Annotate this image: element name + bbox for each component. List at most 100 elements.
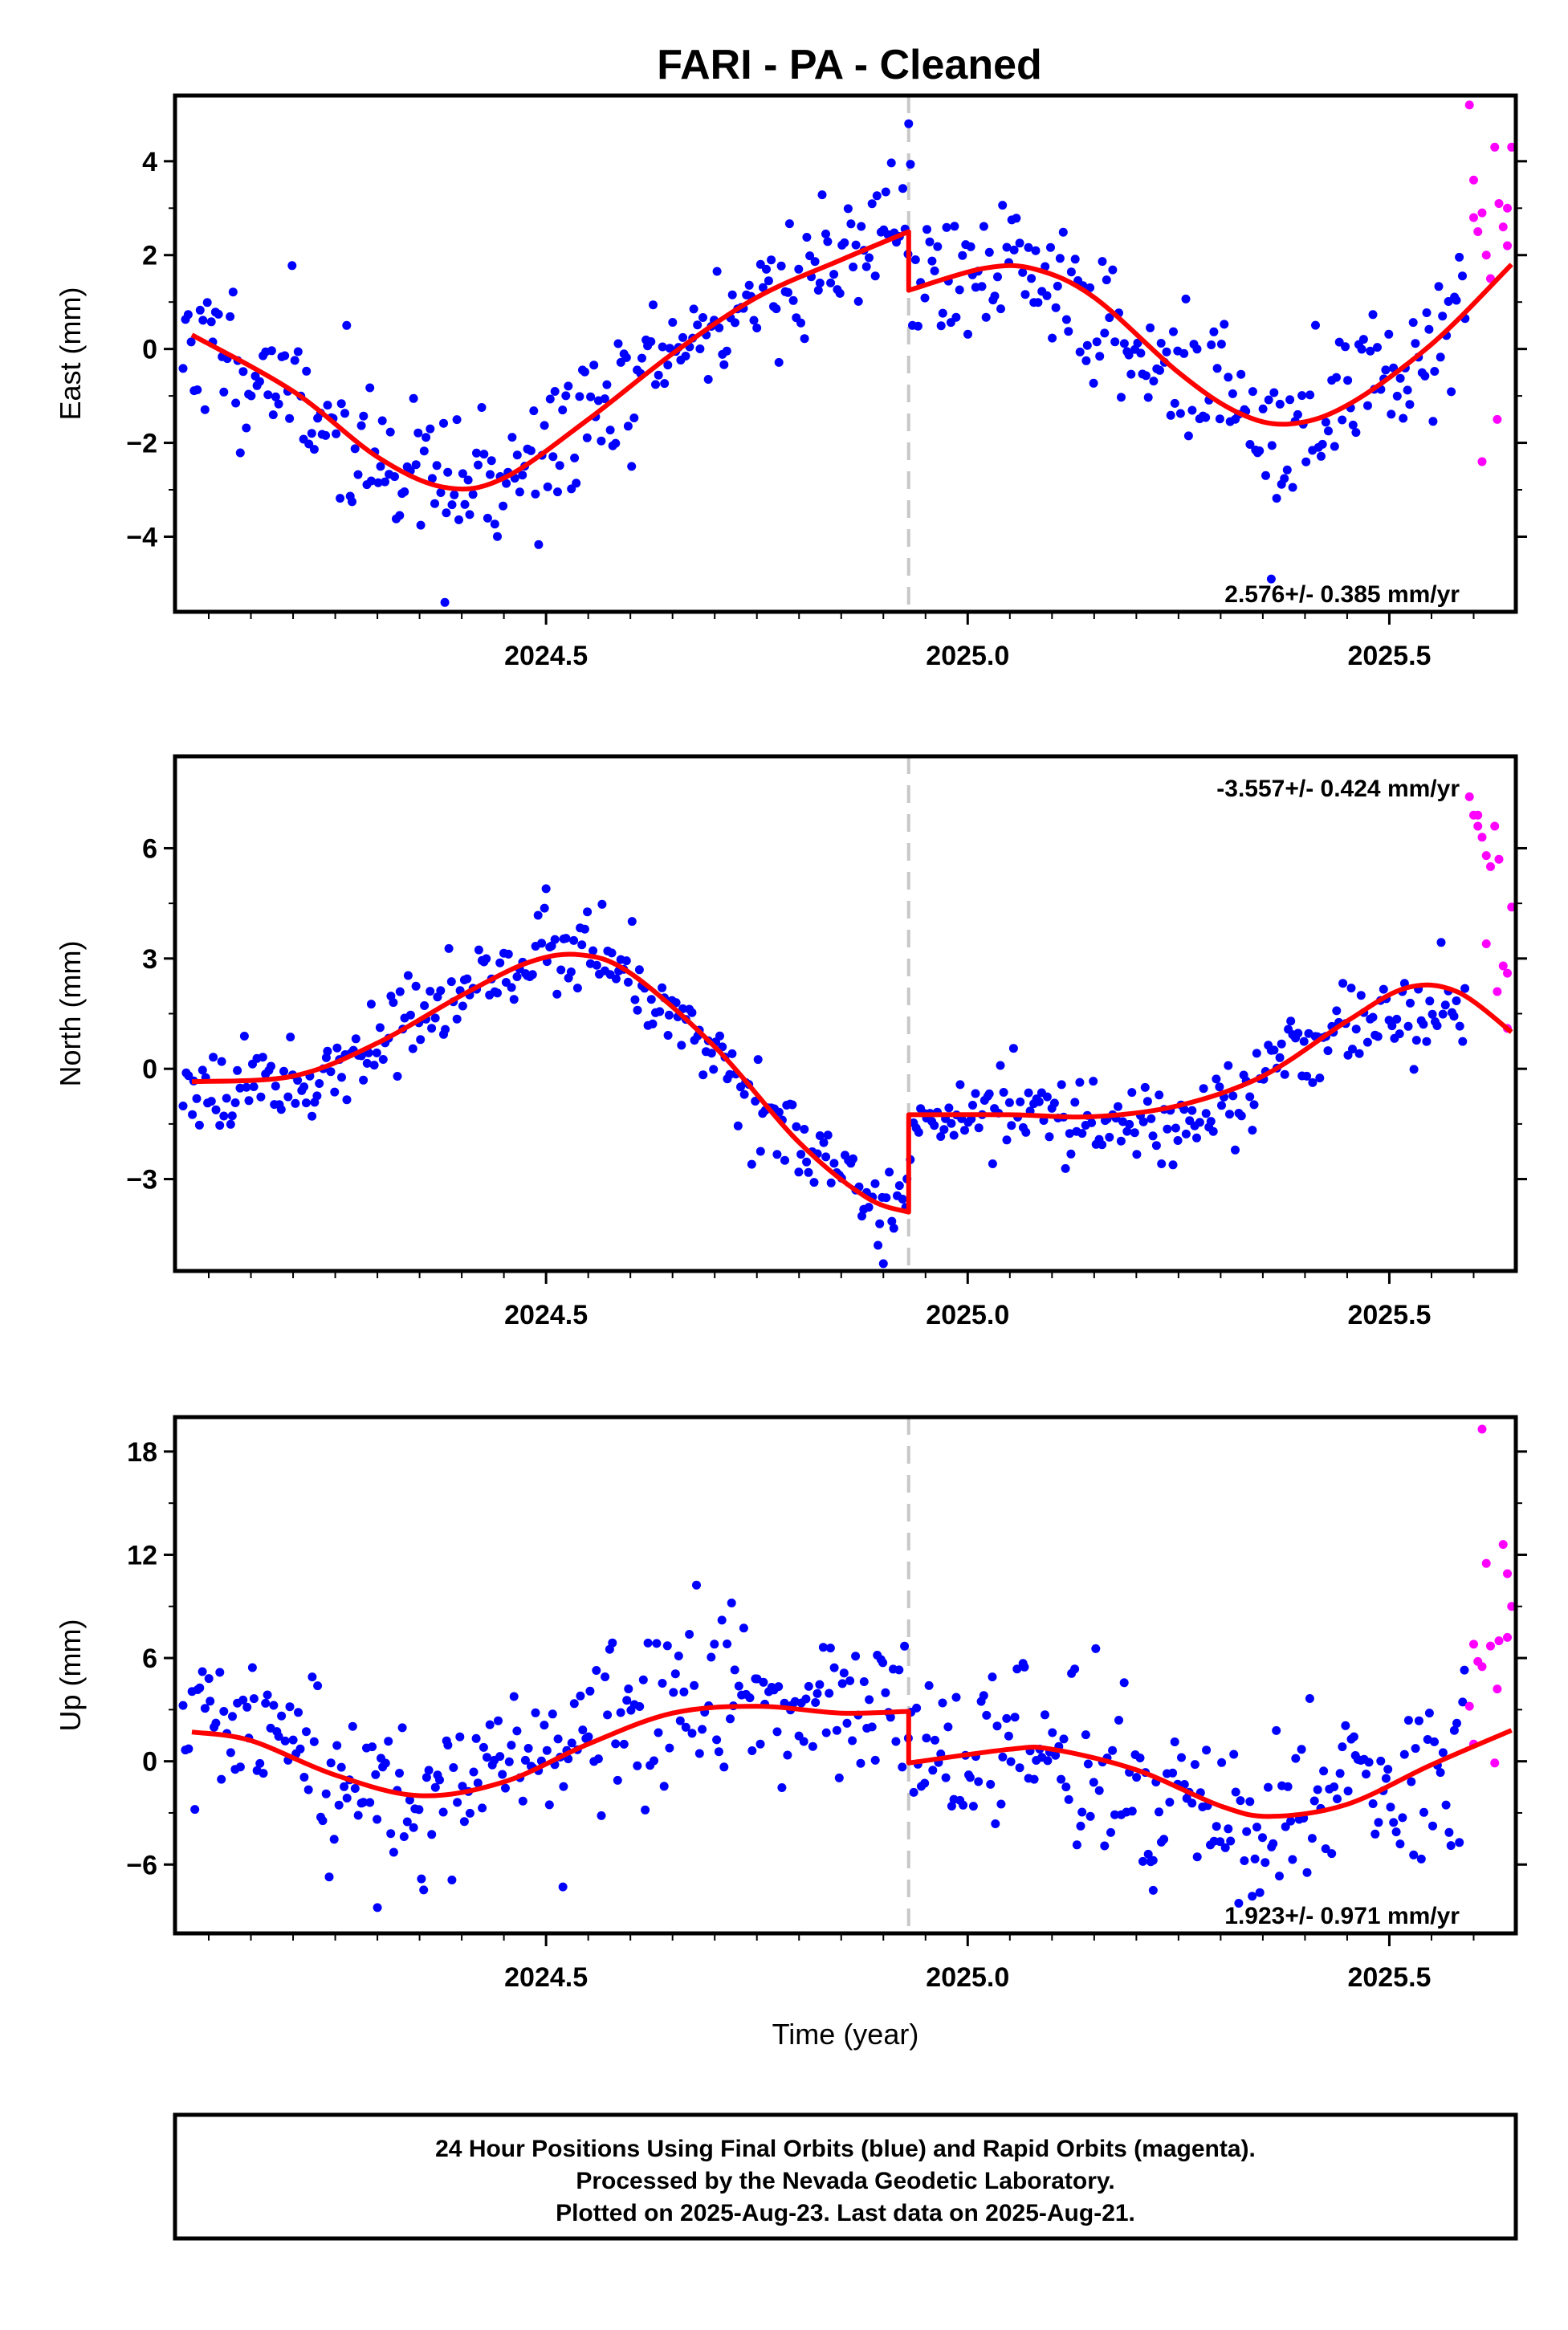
final-orbit-point — [698, 1725, 707, 1734]
footer-line-3: Plotted on 2025-Aug-23. Last data on 202… — [556, 2200, 1135, 2226]
final-orbit-point — [1004, 1731, 1013, 1741]
final-orbit-point — [419, 1885, 429, 1895]
final-orbit-point — [747, 1746, 757, 1755]
final-orbit-point — [359, 1798, 369, 1807]
final-orbit-point — [592, 960, 601, 970]
final-orbit-point — [602, 380, 612, 389]
final-orbit-point — [1177, 1753, 1186, 1762]
final-orbit-point — [592, 1666, 601, 1675]
final-orbit-point — [774, 1682, 784, 1692]
final-orbit-point — [762, 264, 771, 274]
final-orbit-point — [1436, 1768, 1445, 1778]
final-orbit-point — [263, 1690, 272, 1700]
final-orbit-point — [280, 1736, 290, 1745]
final-orbit-point — [1192, 1133, 1201, 1143]
final-orbit-point — [487, 456, 496, 466]
final-orbit-point — [861, 262, 871, 271]
final-orbit-point — [1148, 1131, 1158, 1141]
final-orbit-point — [1423, 1735, 1432, 1744]
final-orbit-point — [570, 453, 580, 462]
final-orbit-point — [402, 1817, 412, 1827]
final-orbit-point — [1240, 1856, 1249, 1865]
final-orbit-point — [690, 1680, 699, 1690]
final-orbit-point — [471, 1733, 481, 1743]
final-orbit-point — [927, 256, 937, 266]
final-orbit-point — [548, 452, 558, 462]
final-orbit-point — [1002, 242, 1012, 252]
final-orbit-point — [1403, 1716, 1413, 1725]
final-orbit-point — [463, 475, 473, 485]
final-orbit-point — [427, 1830, 437, 1839]
final-orbit-point — [819, 1138, 829, 1147]
rapid-orbit-point — [1493, 414, 1502, 424]
final-orbit-point — [365, 1798, 375, 1807]
final-orbit-point — [184, 1744, 193, 1754]
final-orbit-point — [206, 317, 216, 327]
final-orbit-point — [1175, 409, 1185, 418]
final-orbit-point — [427, 474, 437, 483]
final-orbit-point — [687, 1008, 697, 1017]
final-orbit-point — [1132, 1150, 1142, 1159]
final-orbit-point — [1384, 329, 1394, 339]
final-orbit-point — [772, 1150, 782, 1159]
final-orbit-point — [290, 356, 299, 365]
final-orbit-point — [1119, 1678, 1129, 1688]
final-orbit-point — [1085, 283, 1095, 292]
final-orbit-point — [1181, 294, 1191, 303]
final-orbit-point — [1072, 1840, 1081, 1850]
final-orbit-point — [1168, 1160, 1178, 1170]
final-orbit-point — [178, 1701, 188, 1710]
final-orbit-point — [411, 460, 421, 470]
final-orbit-point — [885, 1167, 894, 1177]
final-orbit-point — [1343, 1786, 1353, 1796]
final-orbit-point — [242, 1702, 252, 1712]
final-orbit-point — [904, 119, 914, 128]
final-orbit-point — [1170, 1737, 1179, 1746]
final-orbit-point — [288, 1735, 298, 1745]
final-orbit-point — [576, 1691, 585, 1701]
x-tick-label: 2024.5 — [504, 641, 588, 671]
final-orbit-point — [405, 1010, 415, 1020]
final-orbit-point — [678, 1004, 687, 1013]
final-orbit-point — [271, 392, 280, 401]
final-orbit-point — [1403, 385, 1412, 395]
final-orbit-point — [280, 351, 290, 360]
final-orbit-point — [509, 1692, 519, 1701]
final-orbit-point — [707, 1652, 716, 1662]
final-orbit-point — [1311, 320, 1320, 330]
final-orbit-point — [840, 238, 849, 247]
final-orbit-point — [567, 1738, 576, 1748]
final-orbit-point — [669, 1688, 678, 1697]
final-orbit-point — [1225, 1110, 1234, 1119]
final-orbit-point — [829, 270, 839, 279]
final-orbit-point — [1297, 1745, 1306, 1754]
final-orbit-point — [1332, 373, 1341, 382]
panel-frame — [173, 1415, 1518, 1936]
final-orbit-point — [906, 160, 915, 169]
final-orbit-point — [1146, 1114, 1156, 1123]
final-orbit-point — [389, 1847, 398, 1857]
final-orbit-point — [1428, 1821, 1437, 1831]
final-orbit-point — [1018, 267, 1028, 277]
final-orbit-point — [1288, 1855, 1297, 1864]
final-orbit-point — [870, 1179, 880, 1188]
final-orbit-point — [1142, 1097, 1152, 1106]
y-tick-label: 6 — [142, 833, 157, 864]
final-orbit-point — [1438, 1009, 1448, 1019]
final-orbit-point — [870, 271, 880, 281]
final-orbit-point — [1317, 451, 1326, 461]
final-orbit-point — [1206, 1117, 1216, 1126]
rapid-orbit-point — [1502, 1569, 1512, 1578]
final-orbit-point — [1136, 348, 1146, 358]
final-orbit-point — [336, 1762, 346, 1772]
final-orbit-point — [395, 511, 405, 520]
final-orbit-point — [1043, 1756, 1053, 1766]
final-orbit-point — [1065, 1129, 1074, 1139]
final-orbit-point — [804, 1681, 813, 1691]
final-orbit-point — [627, 917, 637, 927]
final-orbit-point — [922, 1733, 931, 1743]
final-orbit-point — [477, 403, 487, 412]
final-orbit-point — [329, 1835, 339, 1844]
final-orbit-point — [1051, 1750, 1061, 1760]
final-orbit-point — [1179, 1780, 1189, 1789]
